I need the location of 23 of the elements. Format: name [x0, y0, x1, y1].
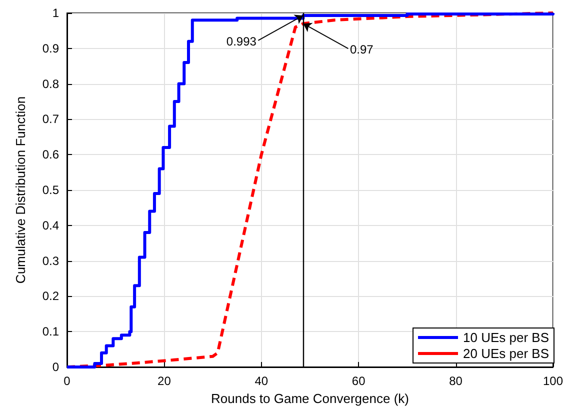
- legend-label: 10 UEs per BS: [463, 330, 550, 345]
- y-tick-label: 0.2: [42, 289, 60, 304]
- y-tick-label: 0.9: [42, 41, 60, 56]
- y-tick-label: 0.3: [42, 254, 60, 268]
- x-tick-label: 100: [542, 374, 564, 388]
- y-axis-title: Cumulative Distribution Function: [13, 96, 28, 284]
- y-tick-label: 0: [52, 360, 60, 374]
- x-tick-label: 80: [449, 374, 463, 388]
- y-tick-label: 0.6: [42, 148, 60, 162]
- x-tick-label: 60: [352, 374, 366, 388]
- legend-label: 20 UEs per BS: [463, 346, 550, 361]
- x-tick-label: 20: [158, 374, 172, 388]
- y-tick-label: 0.8: [42, 76, 60, 91]
- y-tick-label: 0.5: [42, 183, 60, 197]
- y-tick-label: 1: [52, 6, 60, 20]
- y-tick-label: 0.7: [42, 112, 60, 126]
- annotation: 0.97: [350, 42, 374, 57]
- annotation: 0.993: [226, 34, 257, 48]
- y-tick-label: 0.4: [42, 218, 60, 232]
- x-axis-title: Rounds to Game Convergence (k): [211, 390, 409, 406]
- x-tick-label: 40: [254, 374, 268, 388]
- x-tick-label: 0: [64, 374, 71, 388]
- y-tick-label: 0.1: [42, 324, 60, 339]
